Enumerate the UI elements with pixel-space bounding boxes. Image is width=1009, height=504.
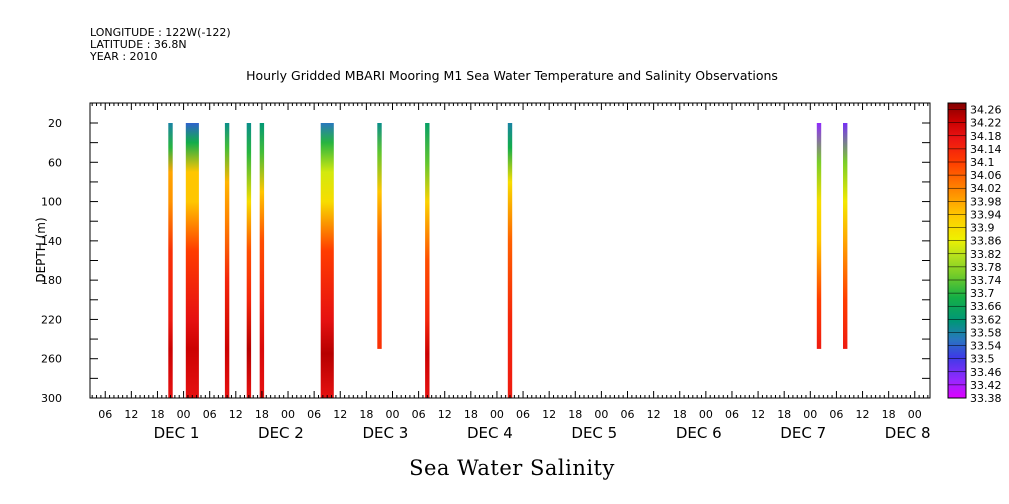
longitude-label: LONGITUDE : 122W(-122) [90, 26, 231, 39]
variable-label: Sea Water Salinity [409, 456, 615, 480]
latitude-label: LATITUDE : 36.8N [90, 38, 187, 51]
salinity-profile [320, 123, 334, 398]
colorbar-label: 33.54 [970, 340, 1002, 353]
colorbar-label: 33.46 [970, 366, 1002, 379]
x-tick-label: 18 [882, 408, 896, 421]
x-tick-label: 06 [516, 408, 530, 421]
salinity-profile [259, 123, 265, 398]
y-axis-title: DEPTH (m) [34, 217, 48, 282]
y-axis-ticks: 20 60 100 140 180 220 260 300 [41, 117, 930, 405]
colorbar-label: 34.18 [970, 130, 1002, 143]
x-tick-label: 00 [385, 408, 399, 421]
colorbar-label: 33.74 [970, 274, 1002, 287]
colorbar-label: 33.5 [970, 353, 995, 366]
x-tick-label: 18 [673, 408, 687, 421]
colorbar-label: 33.66 [970, 300, 1002, 313]
salinity-profile [224, 123, 230, 398]
x-tick-label: 12 [751, 408, 765, 421]
x-day-label: DEC 7 [780, 424, 826, 442]
x-day-label: DEC 2 [258, 424, 304, 442]
salinity-profile [843, 123, 848, 349]
x-tick-label: 06 [98, 408, 112, 421]
x-tick-label: 12 [856, 408, 870, 421]
y-tick-label: 300 [41, 392, 62, 405]
x-tick-label: 00 [908, 408, 922, 421]
colorbar-label: 33.78 [970, 261, 1002, 274]
x-tick-label: 18 [777, 408, 791, 421]
colorbar-label: 33.58 [970, 326, 1002, 339]
colorbar-label: 33.86 [970, 235, 1002, 248]
profile-layer [168, 123, 848, 398]
x-tick-label: 12 [542, 408, 556, 421]
x-tick-label: 12 [647, 408, 661, 421]
colorbar-label: 34.02 [970, 182, 1002, 195]
x-day-label: DEC 6 [676, 424, 722, 442]
salinity-profile [377, 123, 382, 349]
x-tick-label: 06 [725, 408, 739, 421]
colorbar-label: 33.7 [970, 287, 995, 300]
x-tick-label: 18 [150, 408, 164, 421]
x-tick-label: 06 [203, 408, 217, 421]
colorbar-label: 33.82 [970, 248, 1002, 261]
colorbar-ticks: 34.2634.2234.1834.1434.134.0634.0233.983… [948, 104, 1002, 405]
salinity-profile [816, 123, 822, 349]
y-tick-label: 260 [41, 353, 62, 366]
x-tick-label: 00 [490, 408, 504, 421]
salinity-profile [507, 123, 513, 398]
colorbar-label: 34.06 [970, 169, 1002, 182]
y-tick-label: 20 [48, 117, 62, 130]
x-tick-label: 00 [803, 408, 817, 421]
salinity-profile [168, 123, 173, 398]
salinity-profile [246, 123, 252, 398]
x-tick-label: 06 [412, 408, 426, 421]
x-tick-label: 06 [307, 408, 321, 421]
x-tick-label: 12 [438, 408, 452, 421]
y-tick-label: 220 [41, 313, 62, 326]
y-tick-label: 180 [41, 274, 62, 287]
colorbar-label: 33.62 [970, 313, 1002, 326]
colorbar-label: 34.22 [970, 117, 1002, 130]
x-tick-label: 00 [594, 408, 608, 421]
x-tick-label: 06 [621, 408, 635, 421]
salinity-profile [185, 123, 199, 398]
x-day-label: DEC 4 [467, 424, 513, 442]
x-day-label: DEC 5 [571, 424, 617, 442]
salinity-profile [425, 123, 430, 398]
x-tick-label: 18 [568, 408, 582, 421]
x-day-label: DEC 1 [154, 424, 200, 442]
y-tick-label: 100 [41, 196, 62, 209]
x-tick-label: 18 [359, 408, 373, 421]
colorbar-label: 34.26 [970, 104, 1002, 117]
x-tick-label: 18 [464, 408, 478, 421]
x-tick-label: 12 [124, 408, 138, 421]
colorbar-label: 33.42 [970, 379, 1002, 392]
x-day-label: DEC 3 [362, 424, 408, 442]
colorbar-label: 33.98 [970, 195, 1002, 208]
x-tick-label: 12 [229, 408, 243, 421]
x-tick-label: 06 [829, 408, 843, 421]
x-tick-label: 12 [333, 408, 347, 421]
x-day-label: DEC 8 [885, 424, 931, 442]
chart-title: Hourly Gridded MBARI Mooring M1 Sea Wate… [246, 68, 778, 83]
colorbar-label: 34.14 [970, 143, 1002, 156]
colorbar-label: 33.9 [970, 222, 995, 235]
x-axis-labels: 06 12 18 00 06 12 18 00 06 12 18 00 06 12 18 00 06 12 18 00… [98, 408, 922, 421]
y-tick-label: 140 [41, 235, 62, 248]
y-tick-label: 60 [48, 156, 62, 169]
x-tick-label: 18 [255, 408, 269, 421]
x-axis-ticks [91, 103, 929, 398]
colorbar-label: 34.1 [970, 156, 995, 169]
colorbar [947, 102, 967, 399]
x-tick-label: 00 [699, 408, 713, 421]
colorbar-label: 33.94 [970, 208, 1002, 221]
x-tick-label: 00 [177, 408, 191, 421]
year-label: YEAR : 2010 [89, 50, 158, 63]
x-axis-day-labels: DEC 1 DEC 2 DEC 3 DEC 4 DEC 5 DEC 6 DEC 7 DEC 8 [154, 424, 931, 442]
colorbar-label: 33.38 [970, 392, 1002, 405]
x-tick-label: 00 [281, 408, 295, 421]
